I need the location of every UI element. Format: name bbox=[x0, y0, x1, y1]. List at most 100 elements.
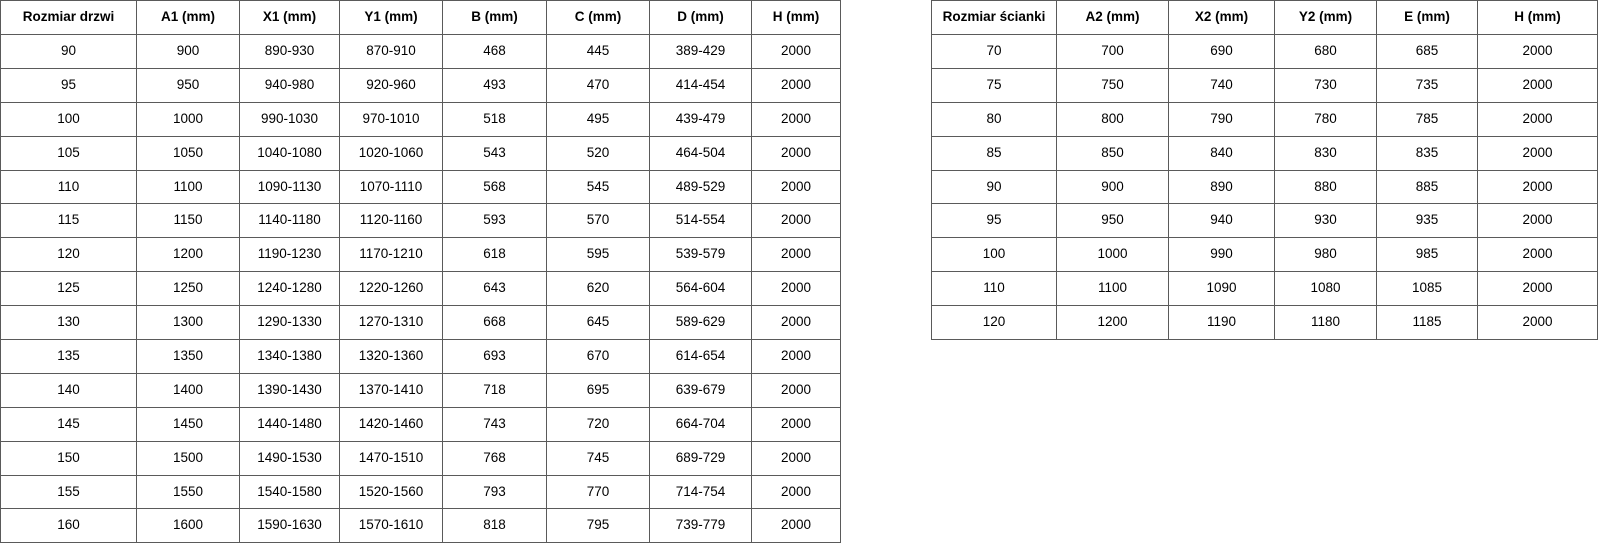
table-row: 80 800 790 780 785 2000 bbox=[931, 101, 1598, 137]
door-dimensions-table: Rozmiar drzwi A1 (mm) X1 (mm) Y1 (mm) B (mm)… bbox=[0, 0, 841, 543]
table-cell: 1300 bbox=[136, 305, 240, 341]
table-cell: 468 bbox=[442, 34, 547, 69]
table-row: 145 1450 1440-1480 1420-1460 743 720 664-704 20… bbox=[0, 406, 841, 442]
table-cell: 539-579 bbox=[649, 237, 752, 273]
table-cell: 464-504 bbox=[649, 135, 752, 171]
table-cell: 1500 bbox=[136, 440, 240, 476]
table-cell: 2000 bbox=[751, 237, 841, 273]
table-cell: 2000 bbox=[1477, 237, 1598, 273]
table-row: 130 1300 1290-1330 1270-1310 668 645 589-629 20… bbox=[0, 305, 841, 341]
table-row: 85 850 840 830 835 2000 bbox=[931, 135, 1598, 171]
table-cell: 900 bbox=[1056, 169, 1169, 205]
table-cell: 1040-1080 bbox=[239, 135, 340, 171]
table-cell: 2000 bbox=[1477, 34, 1598, 69]
table-cell: 2000 bbox=[751, 271, 841, 307]
table-cell: 1570-1610 bbox=[339, 508, 443, 543]
table-cell: 1080 bbox=[1274, 271, 1377, 307]
table-cell: 495 bbox=[546, 101, 650, 137]
table-cell: 740 bbox=[1168, 67, 1275, 103]
table-cell: 2000 bbox=[751, 101, 841, 137]
table-cell: 70 bbox=[931, 34, 1057, 69]
table-row: 160 1600 1590-1630 1570-1610 818 795 739-779 20… bbox=[0, 508, 841, 543]
table-cell: 990 bbox=[1168, 237, 1275, 273]
table-cell: 1390-1430 bbox=[239, 372, 340, 408]
table-cell: 880 bbox=[1274, 169, 1377, 205]
column-header-7: H (mm) bbox=[751, 0, 841, 35]
table-cell: 750 bbox=[1056, 67, 1169, 103]
table-cell: 940 bbox=[1168, 203, 1275, 239]
table-cell: 980 bbox=[1274, 237, 1377, 273]
column-header-5: H (mm) bbox=[1477, 0, 1598, 35]
table-row: 75 750 740 730 735 2000 bbox=[931, 67, 1598, 103]
table-cell: 950 bbox=[1056, 203, 1169, 239]
table-cell: 2000 bbox=[1477, 135, 1598, 171]
table-cell: 670 bbox=[546, 339, 650, 374]
table-cell: 105 bbox=[0, 135, 137, 171]
table-cell: 1240-1280 bbox=[239, 271, 340, 307]
table-cell: 2000 bbox=[751, 508, 841, 543]
table-cell: 125 bbox=[0, 271, 137, 307]
table-cell: 689-729 bbox=[649, 440, 752, 476]
table-cell: 493 bbox=[442, 67, 547, 103]
table-cell: 543 bbox=[442, 135, 547, 171]
table-cell: 1490-1530 bbox=[239, 440, 340, 476]
table-cell: 970-1010 bbox=[339, 101, 443, 137]
door-table-body: 90 900 890-930 870-910 468 445 389-429 2000 95 95… bbox=[0, 34, 841, 543]
table-cell: 1200 bbox=[136, 237, 240, 273]
table-row: 110 1100 1090-1130 1070-1110 568 545 489-529 20… bbox=[0, 169, 841, 205]
table-cell: 695 bbox=[546, 372, 650, 408]
table-cell: 100 bbox=[931, 237, 1057, 273]
table-cell: 1140-1180 bbox=[239, 203, 340, 239]
table-cell: 785 bbox=[1376, 101, 1478, 137]
table-cell: 135 bbox=[0, 339, 137, 374]
table-cell: 470 bbox=[546, 67, 650, 103]
table-cell: 145 bbox=[0, 406, 137, 442]
table-cell: 1050 bbox=[136, 135, 240, 171]
table-cell: 768 bbox=[442, 440, 547, 476]
table-cell: 90 bbox=[0, 34, 137, 69]
table-cell: 1170-1210 bbox=[339, 237, 443, 273]
table-cell: 90 bbox=[931, 169, 1057, 205]
table-cell: 850 bbox=[1056, 135, 1169, 171]
table-cell: 570 bbox=[546, 203, 650, 239]
table-cell: 80 bbox=[931, 101, 1057, 137]
column-header-3: Y2 (mm) bbox=[1274, 0, 1377, 35]
table-cell: 780 bbox=[1274, 101, 1377, 137]
table-row: 100 1000 990 980 985 2000 bbox=[931, 237, 1598, 273]
table-cell: 514-554 bbox=[649, 203, 752, 239]
table-cell: 739-779 bbox=[649, 508, 752, 543]
table-cell: 890-930 bbox=[239, 34, 340, 69]
table-row: 90 900 890 880 885 2000 bbox=[931, 169, 1598, 205]
table-cell: 2000 bbox=[1477, 67, 1598, 103]
table-cell: 1180 bbox=[1274, 305, 1377, 341]
table-cell: 990-1030 bbox=[239, 101, 340, 137]
table-cell: 1350 bbox=[136, 339, 240, 374]
wall-table-body: 70 700 690 680 685 2000 75 750 740 730 735 2000 80 80… bbox=[931, 34, 1598, 341]
table-cell: 155 bbox=[0, 474, 137, 510]
table-cell: 1290-1330 bbox=[239, 305, 340, 341]
column-header-6: D (mm) bbox=[649, 0, 752, 35]
table-cell: 1470-1510 bbox=[339, 440, 443, 476]
table-cell: 1340-1380 bbox=[239, 339, 340, 374]
table-cell: 1020-1060 bbox=[339, 135, 443, 171]
table-cell: 1540-1580 bbox=[239, 474, 340, 510]
table-cell: 2000 bbox=[1477, 305, 1598, 341]
table-cell: 120 bbox=[931, 305, 1057, 341]
table-cell: 2000 bbox=[751, 372, 841, 408]
table-cell: 140 bbox=[0, 372, 137, 408]
column-header-2: X2 (mm) bbox=[1168, 0, 1275, 35]
table-cell: 714-754 bbox=[649, 474, 752, 510]
table-cell: 489-529 bbox=[649, 169, 752, 205]
table-cell: 1100 bbox=[1056, 271, 1169, 307]
table-cell: 1520-1560 bbox=[339, 474, 443, 510]
table-cell: 1090 bbox=[1168, 271, 1275, 307]
table-row: 105 1050 1040-1080 1020-1060 543 520 464-504 20… bbox=[0, 135, 841, 171]
table-cell: 2000 bbox=[1477, 271, 1598, 307]
table-cell: 795 bbox=[546, 508, 650, 543]
table-cell: 890 bbox=[1168, 169, 1275, 205]
table-row: 120 1200 1190 1180 1185 2000 bbox=[931, 305, 1598, 341]
table-row: 115 1150 1140-1180 1120-1160 593 570 514-554 20… bbox=[0, 203, 841, 239]
table-cell: 664-704 bbox=[649, 406, 752, 442]
column-header-4: B (mm) bbox=[442, 0, 547, 35]
table-cell: 1150 bbox=[136, 203, 240, 239]
